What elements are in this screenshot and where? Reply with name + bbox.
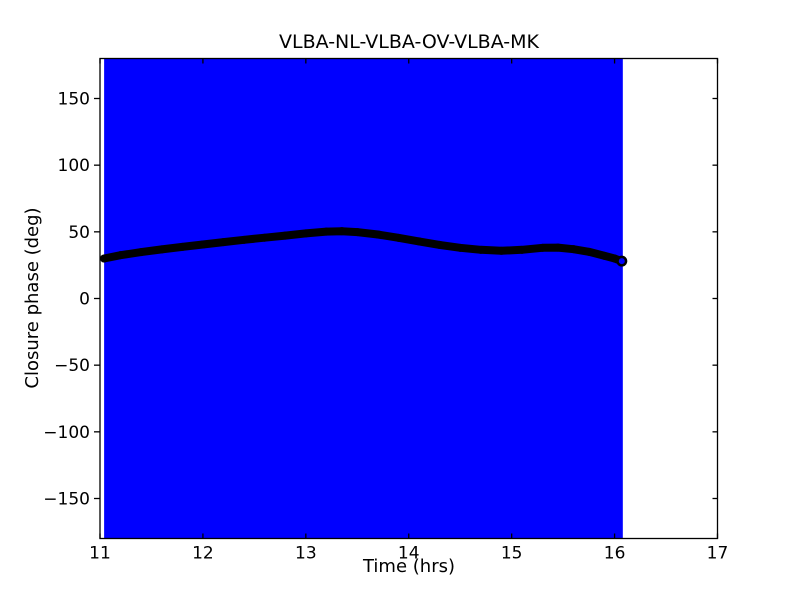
data-point-marker <box>198 240 207 249</box>
x-tick-label: 14 <box>398 544 420 564</box>
y-tick-label: 150 <box>58 90 90 110</box>
data-point-marker <box>337 227 346 236</box>
data-point-marker <box>584 247 593 256</box>
data-point-marker <box>456 243 465 252</box>
data-point-marker <box>219 238 228 247</box>
data-point-marker <box>137 248 146 257</box>
data-point-marker <box>373 230 382 239</box>
data-point-marker <box>260 233 269 242</box>
x-tick-label: 13 <box>295 544 317 564</box>
data-point-marker <box>497 246 506 255</box>
data-point-marker <box>281 231 290 240</box>
data-point-marker <box>301 229 310 238</box>
x-tick-label: 12 <box>192 544 214 564</box>
data-point-marker <box>353 228 362 237</box>
last-point-core <box>618 258 625 265</box>
y-tick-label: 100 <box>58 156 90 176</box>
data-point-marker <box>100 254 109 263</box>
x-tick-label: 15 <box>501 544 523 564</box>
data-point-marker <box>600 251 609 260</box>
data-point-marker <box>394 233 403 242</box>
chart-title: VLBA-NL-VLBA-OV-VLBA-MK <box>279 31 539 53</box>
data-point-marker <box>157 245 166 254</box>
y-tick-label: 50 <box>68 223 90 243</box>
data-point-marker <box>476 245 485 254</box>
data-point-marker <box>569 245 578 254</box>
data-point-marker <box>322 227 331 236</box>
data-point-marker <box>116 251 125 260</box>
x-tick-label: 17 <box>707 544 729 564</box>
data-point-marker <box>517 245 526 254</box>
data-point-marker <box>415 237 424 246</box>
data-point-marker <box>178 242 187 251</box>
x-axis-label: Time (hrs) <box>362 556 455 577</box>
data-point-marker <box>553 243 562 252</box>
y-tick-label: −150 <box>43 490 90 510</box>
y-tick-label: 0 <box>79 290 90 310</box>
y-tick-label: −50 <box>54 356 90 376</box>
y-tick-label: −100 <box>43 423 90 443</box>
errorbar-region <box>104 58 623 539</box>
x-tick-label: 11 <box>89 544 111 564</box>
x-tick-label: 16 <box>604 544 626 564</box>
data-point-marker <box>435 240 444 249</box>
data-point-marker <box>240 235 249 244</box>
data-point-marker <box>538 243 547 252</box>
